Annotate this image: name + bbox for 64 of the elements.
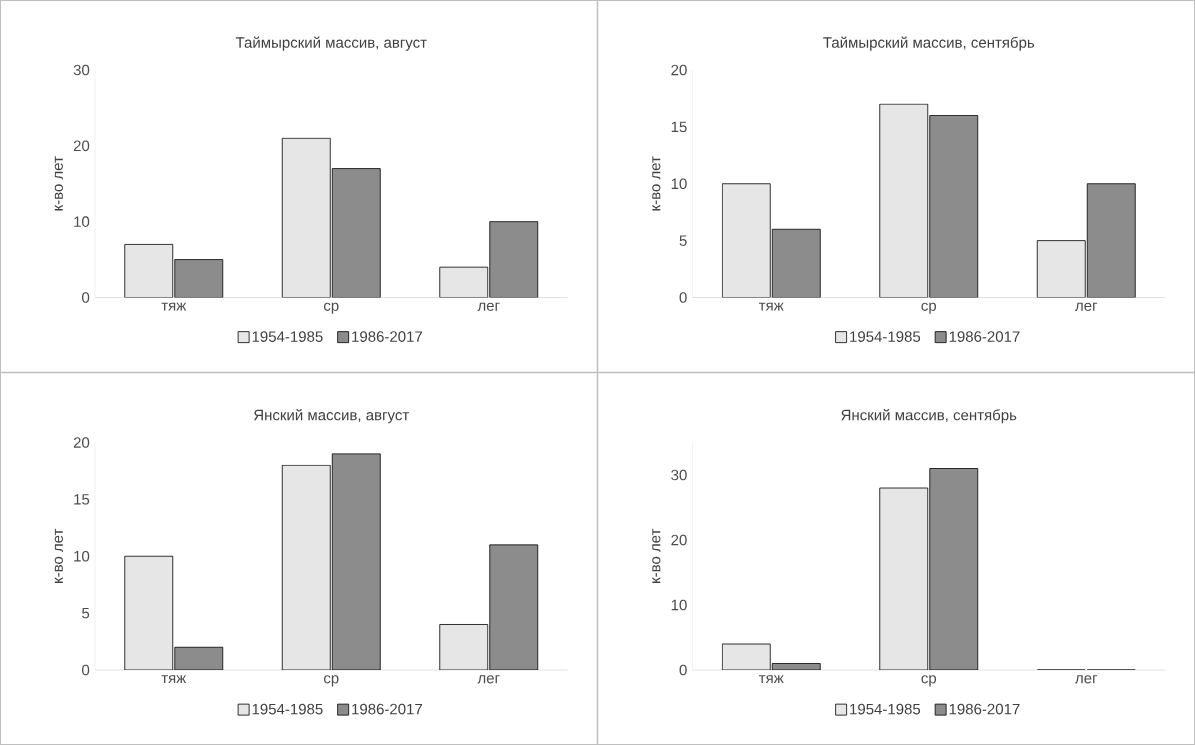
bar <box>929 115 979 298</box>
y-tick-label: 20 <box>73 140 90 152</box>
bar <box>771 228 821 298</box>
y-tick-label: 10 <box>671 178 687 190</box>
x-tick-label: тяж <box>161 302 187 311</box>
bar <box>281 464 331 670</box>
y-tick-label: 10 <box>671 599 687 611</box>
x-tick-label: ср <box>921 675 937 687</box>
y-axis-title: к-во лет <box>54 528 63 583</box>
bar <box>489 544 539 670</box>
y-tick-label: 0 <box>679 664 687 676</box>
y-tick-label: 10 <box>74 216 90 227</box>
y-tick-label: 5 <box>679 235 687 246</box>
y-tick-label: 0 <box>82 664 90 676</box>
x-tick-label: тяж <box>758 675 784 684</box>
bar <box>174 259 224 298</box>
legend-label: 1986-2017 <box>949 703 1020 715</box>
y-tick-label: 15 <box>74 494 90 505</box>
x-tick-label: лег <box>477 675 500 684</box>
bar <box>331 453 381 670</box>
x-tick-label: лег <box>1075 302 1098 311</box>
x-tick-label: лег <box>477 302 500 311</box>
chart-title: Янский массив, август <box>254 409 409 424</box>
y-tick-label: 20 <box>671 534 687 546</box>
y-tick-label: 30 <box>671 469 687 481</box>
chart-title: Таймырский массив, август <box>235 36 427 51</box>
bar <box>1086 183 1136 298</box>
legend-label: 1986-2017 <box>949 331 1020 342</box>
bar <box>281 137 331 298</box>
bar <box>879 487 929 670</box>
chart-title: Янский массив, сентябрь <box>841 409 1017 424</box>
y-axis-title: к-во лет <box>54 156 63 211</box>
legend-label: 1954-1985 <box>850 703 921 715</box>
bar <box>489 221 539 298</box>
bar <box>124 244 174 298</box>
bar <box>439 624 489 670</box>
y-tick-label: 0 <box>679 292 687 303</box>
y-tick-label: 30 <box>73 64 90 76</box>
legend-label: 1954-1985 <box>252 703 323 715</box>
x-tick-label: лег <box>1075 675 1098 684</box>
legend-label: 1954-1985 <box>252 331 323 342</box>
legend-label: 1986-2017 <box>352 703 423 715</box>
y-tick-label: 15 <box>671 121 687 133</box>
y-tick-label: 5 <box>82 607 90 619</box>
y-tick-label: 20 <box>671 64 687 76</box>
x-tick-label: ср <box>323 675 339 687</box>
legend-label: 1954-1985 <box>850 331 921 342</box>
y-tick-label: 20 <box>73 437 90 448</box>
chart-title: Таймырский массив, сентябрь <box>823 36 1035 51</box>
y-tick-label: 0 <box>82 292 90 303</box>
x-tick-label: ср <box>323 302 339 314</box>
bar <box>124 555 174 670</box>
bar <box>439 266 489 298</box>
x-tick-label: ср <box>921 302 937 314</box>
bar <box>929 468 979 670</box>
y-tick-label: 10 <box>74 550 90 562</box>
bar <box>174 646 224 670</box>
bar <box>721 643 771 670</box>
x-tick-label: тяж <box>758 302 784 311</box>
bar <box>331 168 381 298</box>
y-axis-title: к-во лет <box>652 156 661 211</box>
y-axis-title: к-во лет <box>652 528 661 583</box>
x-tick-label: тяж <box>161 675 187 684</box>
legend-label: 1986-2017 <box>352 331 423 342</box>
